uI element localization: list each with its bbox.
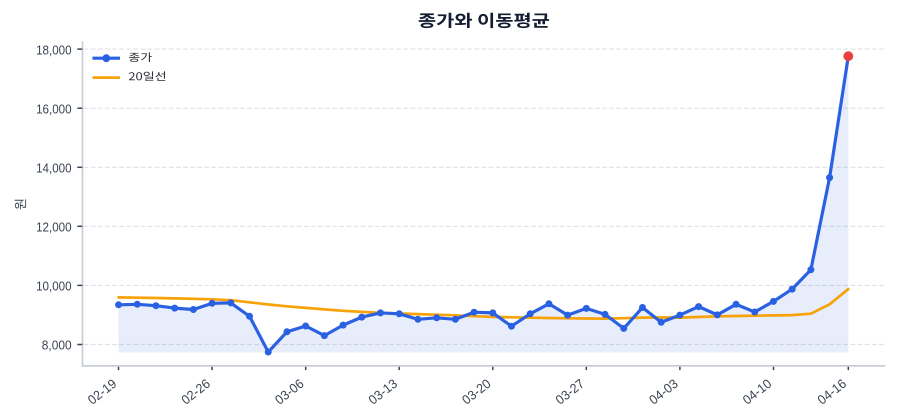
svg-text:16,000: 16,000 <box>36 101 72 116</box>
svg-text:14,000: 14,000 <box>36 161 72 176</box>
svg-text:18,000: 18,000 <box>36 42 72 57</box>
svg-text:8,000: 8,000 <box>42 338 72 353</box>
svg-text:12,000: 12,000 <box>36 220 72 235</box>
svg-text:10,000: 10,000 <box>36 279 72 294</box>
